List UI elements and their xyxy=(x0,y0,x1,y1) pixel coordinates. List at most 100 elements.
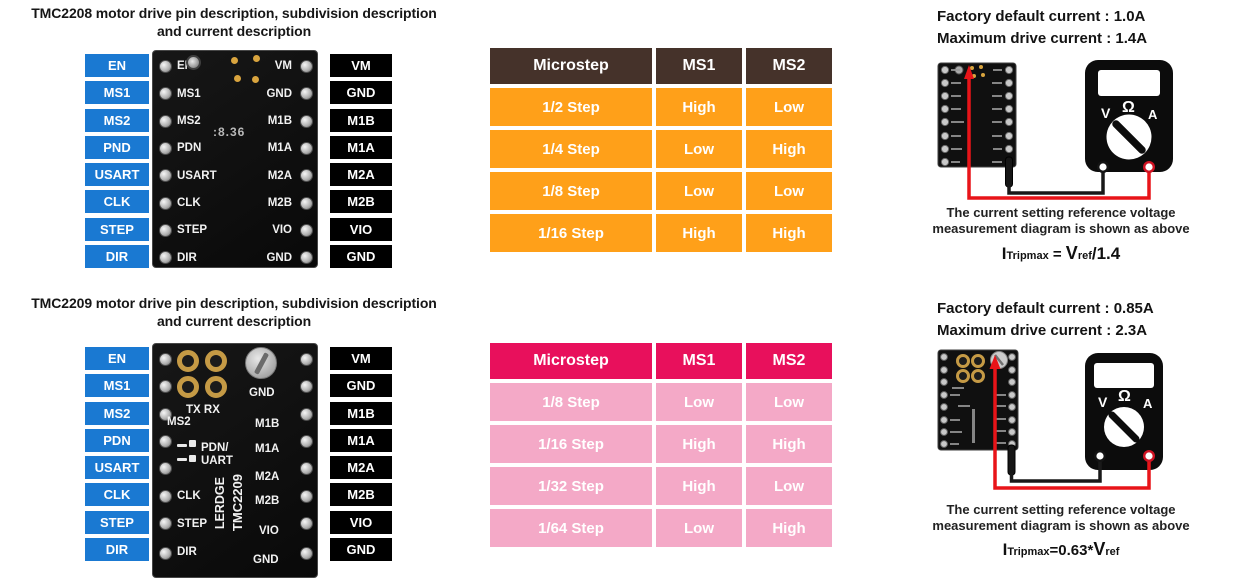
pin-label: PND xyxy=(85,135,149,159)
formula-subscript: Tripmax xyxy=(1007,546,1050,558)
meter-port-v xyxy=(1142,449,1155,462)
board-pin xyxy=(300,142,313,155)
board-silk-label: VIO xyxy=(259,525,279,537)
board-silk-label: VIO xyxy=(272,224,292,236)
dial-label-a: A xyxy=(1143,396,1153,411)
table-cell: Low xyxy=(746,172,832,210)
pin-label: M2A xyxy=(330,456,392,480)
board-silk-label: M2A xyxy=(267,170,292,182)
board-pin xyxy=(159,462,172,475)
table-cell: Low xyxy=(656,172,742,210)
board-pin xyxy=(300,490,313,503)
board-pin xyxy=(159,142,172,155)
board-pin xyxy=(300,462,313,475)
tmc2209-board-photo: TX RX MS2 GND M1B PDN/ UART M1A M2A CLK … xyxy=(152,343,318,578)
silk-tick xyxy=(177,444,187,447)
table-header: MS1 xyxy=(656,343,742,379)
section-tmc2208: TMC2208 motor drive pin description, sub… xyxy=(31,5,1190,269)
trimpot xyxy=(245,347,277,379)
caption-line1: The current setting reference voltage xyxy=(946,502,1176,517)
board-pin xyxy=(300,517,313,530)
via-dot xyxy=(231,57,238,64)
table-cell: 1/16 Step xyxy=(490,214,652,252)
pin-label: MS2 xyxy=(85,108,149,132)
maximum-drive-current: Maximum drive current : 1.4A xyxy=(937,30,1148,47)
table-cell: High xyxy=(656,467,742,505)
red-probe xyxy=(989,355,1001,369)
board-model-label: TMC2209 xyxy=(230,474,245,532)
pin-label: DIR xyxy=(85,538,149,562)
board-silk-label: GND xyxy=(266,252,292,264)
table-cell: High xyxy=(656,214,742,252)
measurement-diagram-2209: V Ω A xyxy=(937,349,1163,490)
via-dot xyxy=(252,76,259,83)
title-line1: TMC2209 motor drive pin description, sub… xyxy=(31,295,437,311)
title-line2: and current description xyxy=(156,313,312,329)
board-silk-label: MS2 xyxy=(167,416,191,428)
formula-base: V xyxy=(1065,243,1078,263)
dial-label-a: A xyxy=(1148,107,1158,122)
board-marking: :8.36 xyxy=(213,125,246,139)
table-cell: 1/32 Step xyxy=(490,467,652,505)
silk-square xyxy=(189,440,196,447)
board-silk-label: VM xyxy=(274,60,292,72)
table-header: Microstep xyxy=(490,343,652,379)
pin-label: USART xyxy=(85,163,149,187)
black-probe xyxy=(1005,156,1013,188)
pin-label: MS1 xyxy=(85,81,149,105)
pin-label: VM xyxy=(330,54,392,77)
pin-label: GND xyxy=(330,245,392,269)
pin-label: STEP xyxy=(85,217,149,241)
board-silk-label: M1A xyxy=(255,443,280,455)
table-cell: Low xyxy=(746,383,832,421)
board-pin xyxy=(159,197,172,210)
formula-subscript: ref xyxy=(1105,546,1120,558)
meter-port-com xyxy=(1096,160,1109,173)
meter-port-v xyxy=(1142,160,1155,173)
formula-tail: /1.4 xyxy=(1091,244,1121,263)
board-silk-label: PDN/ xyxy=(201,442,229,454)
board-silk-label: PDN xyxy=(177,142,202,154)
board-pin xyxy=(300,380,313,393)
table-cell: Low xyxy=(746,467,832,505)
formula-operator: =0.63* xyxy=(1049,542,1094,559)
measurement-caption-2209: The current setting reference voltage me… xyxy=(900,502,1222,533)
board-pin xyxy=(159,408,172,421)
board-silk-label: M2A xyxy=(255,471,280,483)
board-pin xyxy=(159,517,172,530)
via-dot xyxy=(253,55,260,62)
pin-label: MS2 xyxy=(85,401,149,425)
pin-label: PDN xyxy=(85,428,149,452)
header-hole xyxy=(177,350,199,372)
board-pin xyxy=(300,60,313,73)
pin-labels-left-2208: EN MS1 MS2 PND USART CLK STEP DIR xyxy=(85,54,149,269)
pin-label: GND xyxy=(330,81,392,105)
table-cell: High xyxy=(746,130,832,168)
board-silk-label: STEP xyxy=(177,518,208,530)
factory-default-current: Factory default current : 1.0A xyxy=(937,8,1146,25)
pin-label: EN xyxy=(85,347,149,370)
dial-label-ohm: Ω xyxy=(1122,99,1135,116)
dial-label-v: V xyxy=(1101,105,1111,121)
pin-label: GND xyxy=(330,538,392,562)
table-header: MS2 xyxy=(746,48,832,84)
caption-line1: The current setting reference voltage xyxy=(946,205,1176,220)
board-brand-label: LERDGE xyxy=(213,477,227,530)
board-pin xyxy=(159,435,172,448)
board-pin xyxy=(300,353,313,366)
silk-ticks xyxy=(951,69,1002,163)
table-header: Microstep xyxy=(490,48,652,84)
table-cell: Low xyxy=(656,130,742,168)
board-silk-label: DIR xyxy=(177,546,197,558)
table-cell: 1/8 Step xyxy=(490,383,652,421)
board-silk-label: M1B xyxy=(255,418,280,430)
board-silk-label: M1B xyxy=(267,115,292,127)
table-cell: High xyxy=(746,214,832,252)
formula-operator: = xyxy=(1048,246,1066,263)
driver-board-mini xyxy=(937,62,1017,168)
board-pin xyxy=(159,169,172,182)
header-hole xyxy=(205,350,227,372)
red-probe xyxy=(964,65,974,79)
microstep-table-2208: Microstep MS1 MS2 1/2 Step High Low 1/4 … xyxy=(490,48,832,252)
board-pin xyxy=(159,251,172,264)
